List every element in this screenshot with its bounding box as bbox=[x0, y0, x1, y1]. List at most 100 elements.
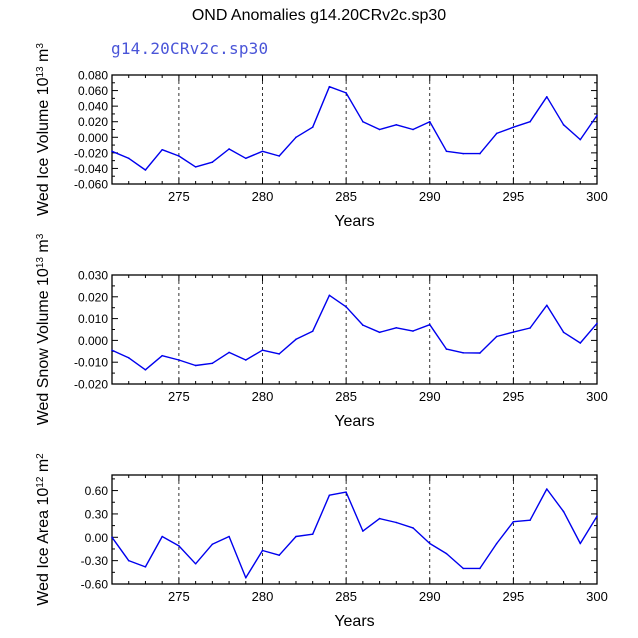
data-point bbox=[278, 353, 281, 355]
y-tick-label: 0.00 bbox=[85, 531, 109, 545]
data-point bbox=[244, 157, 247, 160]
x-tick-label: 280 bbox=[252, 189, 274, 204]
data-point bbox=[261, 349, 264, 352]
data-point bbox=[228, 351, 230, 354]
data-point bbox=[362, 120, 364, 123]
y-tick-label: -0.020 bbox=[74, 146, 108, 160]
data-point bbox=[512, 126, 515, 128]
data-point bbox=[144, 369, 147, 371]
y-tick-label: -0.60 bbox=[81, 578, 109, 592]
data-point bbox=[278, 554, 281, 556]
data-point bbox=[178, 359, 180, 361]
data-point bbox=[194, 562, 197, 565]
data-point bbox=[261, 549, 264, 552]
data-point bbox=[178, 155, 180, 157]
y-tick-label: 0.060 bbox=[78, 84, 108, 98]
x-tick-label: 275 bbox=[168, 589, 190, 604]
data-point bbox=[295, 535, 297, 538]
data-point bbox=[127, 157, 130, 160]
y-tick-label: 0.020 bbox=[78, 115, 108, 129]
y-axis-label: Wed Ice Volume 1013 m3 bbox=[35, 43, 53, 216]
data-point bbox=[596, 515, 598, 518]
x-tick-label: 280 bbox=[252, 389, 274, 404]
y-axis-label: Wed Snow Volume 1013 m3 bbox=[35, 233, 53, 425]
data-point bbox=[412, 330, 414, 332]
x-tick-label: 300 bbox=[586, 389, 608, 404]
data-point bbox=[479, 152, 481, 155]
x-tick-label: 295 bbox=[503, 589, 525, 604]
data-point bbox=[395, 124, 398, 126]
x-tick-label: 285 bbox=[335, 389, 357, 404]
data-point bbox=[428, 120, 431, 123]
plot-frame bbox=[111, 74, 598, 185]
series-line bbox=[111, 85, 598, 171]
data-point bbox=[345, 491, 347, 493]
y-tick-label: 0.010 bbox=[78, 312, 108, 326]
data-point bbox=[579, 542, 582, 545]
data-point bbox=[378, 517, 381, 520]
x-axis-label: Years bbox=[334, 413, 374, 430]
data-point bbox=[479, 567, 481, 570]
data-point bbox=[261, 150, 264, 153]
y-tick-label: 0.60 bbox=[85, 484, 109, 498]
data-point bbox=[445, 552, 448, 555]
data-point bbox=[529, 519, 531, 521]
data-point bbox=[228, 535, 230, 538]
data-point bbox=[562, 510, 565, 513]
x-tick-label: 300 bbox=[586, 189, 608, 204]
data-point bbox=[395, 521, 398, 524]
series-line bbox=[111, 294, 598, 371]
data-point bbox=[328, 294, 331, 297]
data-point bbox=[562, 124, 565, 126]
data-point bbox=[311, 330, 314, 333]
data-point bbox=[111, 150, 113, 153]
data-point bbox=[328, 494, 331, 497]
data-point bbox=[495, 132, 498, 135]
data-point bbox=[228, 148, 230, 150]
data-point bbox=[495, 335, 498, 338]
x-tick-label: 275 bbox=[168, 189, 190, 204]
y-tick-label: 0.000 bbox=[78, 131, 108, 145]
data-point bbox=[546, 96, 548, 98]
data-point bbox=[412, 128, 414, 131]
data-point bbox=[244, 359, 247, 361]
data-point bbox=[211, 362, 214, 365]
data-point bbox=[462, 567, 465, 570]
x-axis-label: Years bbox=[334, 213, 374, 230]
data-point bbox=[244, 576, 247, 579]
figure-title: OND Anomalies g14.20CRv2c.sp30 bbox=[191, 7, 447, 24]
data-point bbox=[161, 148, 163, 151]
y-tick-label: -0.040 bbox=[74, 162, 108, 176]
data-point bbox=[546, 488, 548, 490]
data-point bbox=[161, 535, 163, 538]
data-point bbox=[178, 545, 180, 547]
data-point bbox=[546, 304, 548, 307]
data-point bbox=[378, 128, 381, 131]
data-point bbox=[362, 530, 364, 532]
data-point bbox=[144, 169, 147, 171]
data-point bbox=[529, 120, 531, 123]
data-point bbox=[512, 520, 515, 523]
run-label: g14.20CRv2c.sp30 bbox=[111, 39, 269, 58]
data-point bbox=[596, 322, 598, 325]
data-point bbox=[311, 126, 314, 128]
y-tick-label: -0.020 bbox=[74, 378, 108, 392]
x-tick-label: 290 bbox=[419, 589, 441, 604]
data-point bbox=[412, 527, 414, 529]
data-point bbox=[278, 155, 281, 157]
data-point bbox=[194, 166, 197, 168]
x-tick-label: 295 bbox=[503, 389, 525, 404]
data-point bbox=[311, 533, 314, 535]
y-tick-label: -0.060 bbox=[74, 178, 108, 192]
data-point bbox=[562, 331, 565, 334]
x-tick-label: 295 bbox=[503, 189, 525, 204]
data-point bbox=[579, 138, 582, 141]
y-tick-label: 0.30 bbox=[85, 507, 109, 521]
series-line bbox=[111, 488, 598, 579]
data-point bbox=[111, 536, 113, 539]
data-point bbox=[462, 352, 465, 354]
data-point bbox=[144, 566, 147, 568]
data-point bbox=[211, 161, 214, 163]
data-point bbox=[345, 92, 347, 94]
